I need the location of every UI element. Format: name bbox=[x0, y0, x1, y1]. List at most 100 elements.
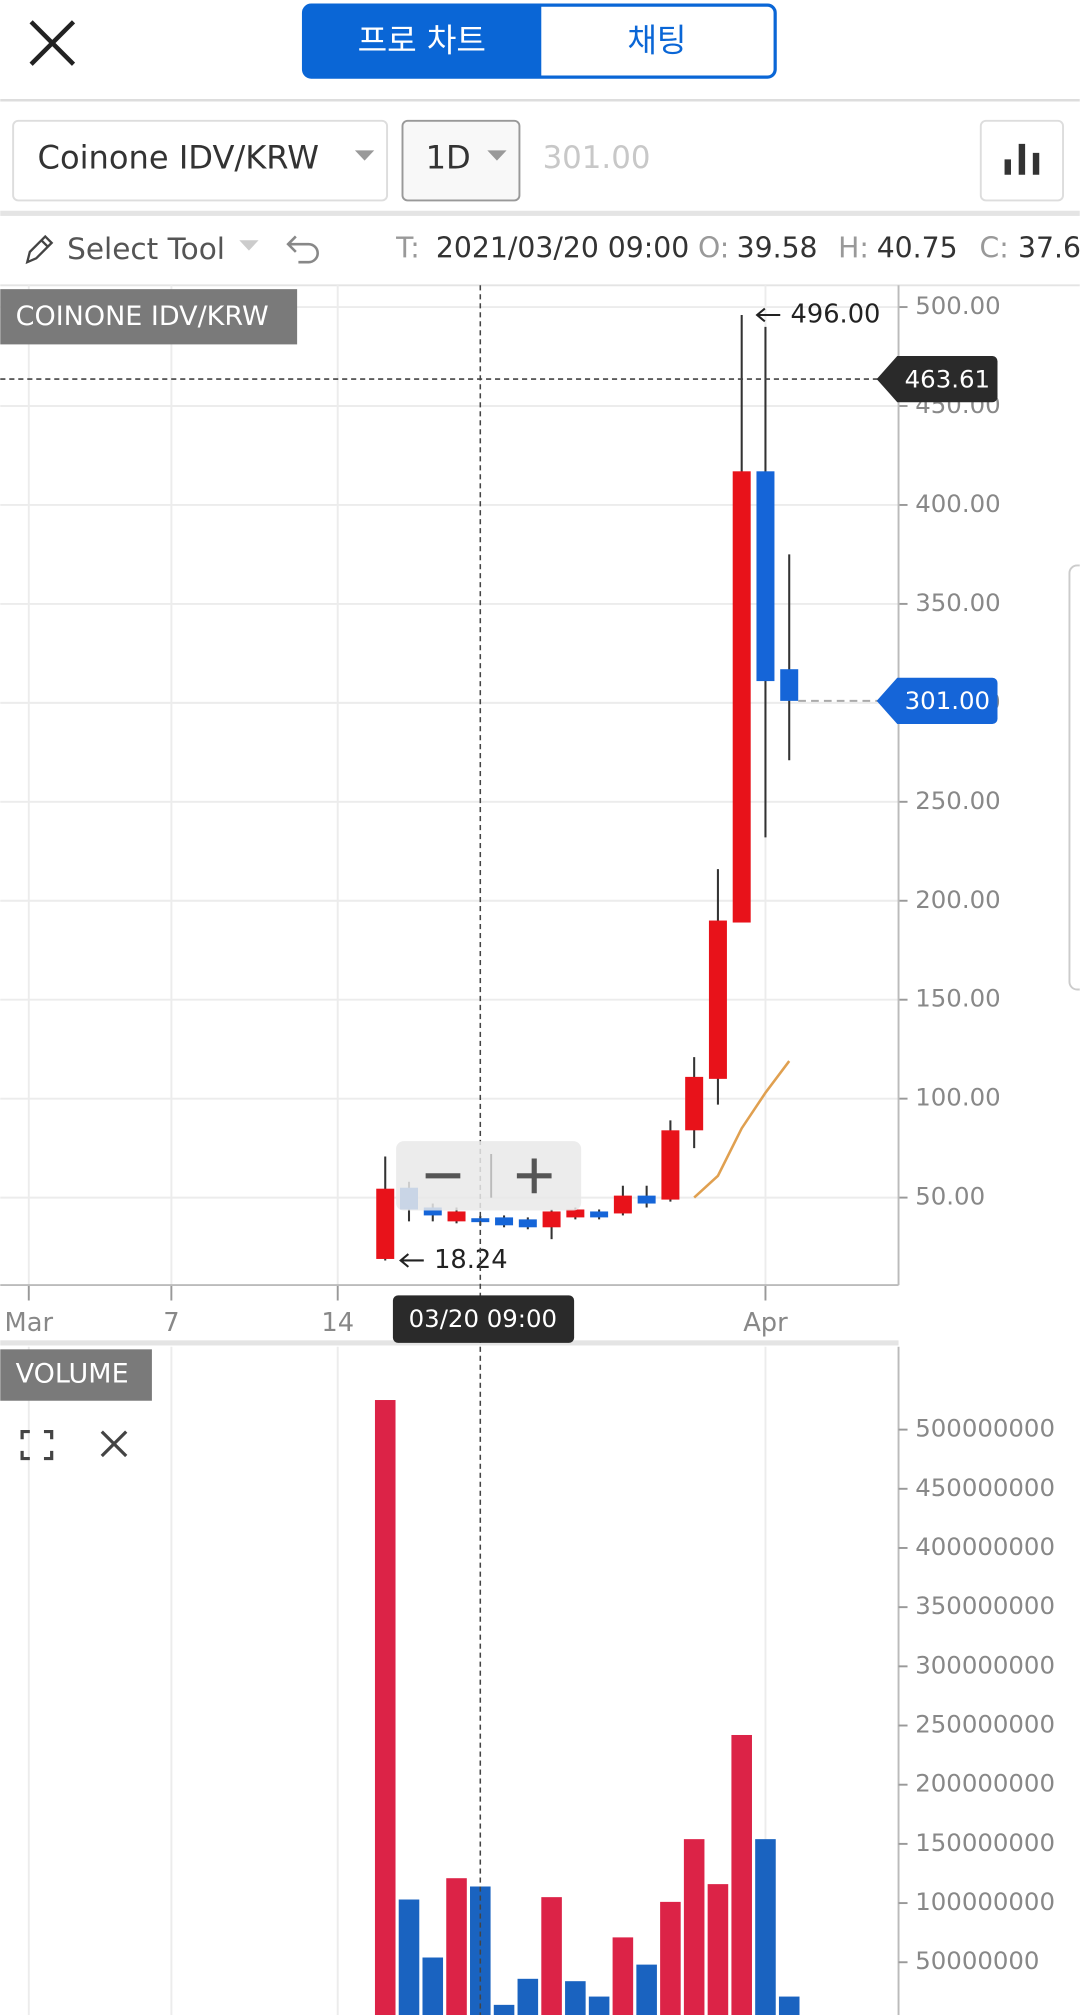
candle-body bbox=[566, 1209, 585, 1218]
volume-bar bbox=[612, 1937, 634, 2015]
ohlc-value: 37.6 bbox=[1018, 231, 1080, 264]
volume-bar bbox=[636, 1964, 657, 2015]
candle-body bbox=[661, 1130, 680, 1200]
y-tick-label: 450000000 bbox=[915, 1473, 1055, 1502]
symbol-select[interactable] bbox=[12, 119, 389, 202]
y-tick-label: 250000000 bbox=[915, 1710, 1055, 1739]
y-tick-label: 350.00 bbox=[915, 588, 1000, 617]
side-handle[interactable] bbox=[1068, 564, 1080, 991]
candle-body bbox=[423, 1207, 442, 1216]
candle-body bbox=[376, 1188, 395, 1259]
annotation-arrow bbox=[399, 1253, 424, 1268]
ohlc-readout: T: 2021/03/20 09:00 O: 39.58 H: 40.75 C: 37.6 bbox=[395, 231, 1080, 264]
price-input[interactable]: 301.00 bbox=[543, 140, 651, 176]
annotation: 496.00 bbox=[791, 299, 881, 329]
panel-label-bg bbox=[0, 289, 298, 345]
indicator-icon bbox=[1004, 143, 1040, 175]
zoom-panel bbox=[396, 1141, 582, 1211]
x-tick-label: Apr bbox=[743, 1308, 788, 1338]
tools-row: Select Tool T: 2021/03/20 09:00 O: 39.58 H: 4… bbox=[0, 231, 1080, 287]
y-tick-label: 150000000 bbox=[915, 1828, 1055, 1857]
y-tick-label: 500000000 bbox=[915, 1414, 1055, 1443]
ohlc-key: H: bbox=[838, 231, 869, 264]
ohlc-key: O: bbox=[698, 231, 729, 264]
zoom-control bbox=[396, 1141, 582, 1211]
zoom-in[interactable] bbox=[516, 1158, 552, 1194]
tab-active-bg[interactable] bbox=[303, 5, 542, 78]
ohlc-key: T: bbox=[395, 231, 420, 264]
crosshair-date-label: 03/20 09:00 bbox=[409, 1304, 557, 1333]
tool-select[interactable]: Select Tool bbox=[67, 232, 225, 266]
ohlc-value: 2021/03/20 09:00 bbox=[436, 231, 689, 264]
tab[interactable]: 프로 차트 bbox=[358, 21, 486, 59]
y-tick-label: 250.00 bbox=[915, 786, 1000, 815]
last-price-tag bbox=[876, 677, 998, 725]
undo-icon[interactable] bbox=[286, 235, 319, 264]
symbol: Coinone IDV/KRW bbox=[38, 138, 320, 176]
close-icon[interactable] bbox=[29, 20, 76, 66]
interval-select[interactable] bbox=[401, 119, 521, 202]
annotation-arrow bbox=[755, 307, 781, 323]
crosshair-price-tag bbox=[876, 355, 998, 403]
volume-bar bbox=[731, 1734, 752, 2015]
y-tick-label: 500.00 bbox=[915, 291, 1000, 320]
annotation: 18.24 bbox=[434, 1245, 508, 1275]
y-tick-label: 350000000 bbox=[915, 1591, 1055, 1620]
plot-area: 50000000 100000000 150000000 200000000 25000… bbox=[0, 285, 1055, 2015]
y-tick-label: 400.00 bbox=[915, 489, 1000, 518]
toolbar: Coinone IDV/KRW 1D 301.00 bbox=[0, 119, 1080, 216]
y-tick-label: 200.00 bbox=[915, 885, 1000, 914]
y-tick-label: 400000000 bbox=[915, 1532, 1055, 1561]
candle-body bbox=[708, 920, 727, 1079]
volume-bar bbox=[493, 2004, 515, 2015]
volume-bar bbox=[565, 1981, 586, 2015]
y-tick-label: 200000000 bbox=[915, 1769, 1055, 1798]
dropdown-arrow bbox=[487, 150, 507, 161]
x-tick-label: 7 bbox=[163, 1308, 179, 1338]
x-tick-label: Mar bbox=[5, 1308, 54, 1338]
candle-body bbox=[471, 1218, 490, 1223]
candle-body bbox=[756, 471, 775, 682]
volume-bar bbox=[588, 1996, 610, 2015]
volume-bar bbox=[660, 1901, 681, 2015]
ohlc-value: 40.75 bbox=[877, 231, 958, 264]
y-tick-label: 300000000 bbox=[915, 1650, 1055, 1679]
moving-average bbox=[693, 1060, 791, 1199]
remove-icon[interactable] bbox=[100, 1430, 128, 1458]
volume-bar bbox=[422, 1957, 444, 2015]
panel-title: COINONE IDV/KRW bbox=[16, 301, 269, 332]
volume-bar bbox=[683, 1839, 705, 2015]
y-tick-label: 50.00 bbox=[915, 1182, 985, 1211]
last-price-label: 301.00 bbox=[905, 686, 990, 715]
crosshair-price-label: 463.61 bbox=[905, 364, 990, 393]
candle-body bbox=[542, 1211, 561, 1228]
y-tick-label: 50000000 bbox=[915, 1946, 1039, 1975]
volume-controls bbox=[20, 1429, 128, 1461]
volume-bar bbox=[707, 1884, 729, 2015]
candle-body bbox=[495, 1217, 514, 1226]
volume-bar bbox=[446, 1878, 467, 2015]
candle-body bbox=[637, 1195, 656, 1204]
candle-body bbox=[732, 471, 751, 923]
candle-body bbox=[613, 1195, 632, 1214]
dropdown-arrow bbox=[354, 150, 375, 161]
dropdown-arrow bbox=[239, 240, 259, 251]
candle-body bbox=[518, 1219, 537, 1228]
panel-title: VOLUME bbox=[16, 1359, 129, 1390]
volume-bar bbox=[778, 1996, 800, 2015]
divider bbox=[0, 210, 1080, 216]
tab[interactable]: 채팅 bbox=[627, 21, 686, 59]
interval: 1D bbox=[426, 138, 471, 176]
expand-icon[interactable] bbox=[20, 1429, 54, 1461]
ohlc-key: C: bbox=[979, 231, 1008, 264]
candle-body bbox=[685, 1076, 704, 1131]
y-tick-label: 100000000 bbox=[915, 1887, 1055, 1916]
ohlc-value: 39.58 bbox=[737, 231, 818, 264]
crosshair-date-tag bbox=[392, 1295, 575, 1343]
volume-bar bbox=[541, 1897, 562, 2015]
candle-body bbox=[590, 1211, 609, 1218]
volume-bar bbox=[755, 1839, 776, 2015]
pencil-icon[interactable] bbox=[25, 234, 54, 265]
